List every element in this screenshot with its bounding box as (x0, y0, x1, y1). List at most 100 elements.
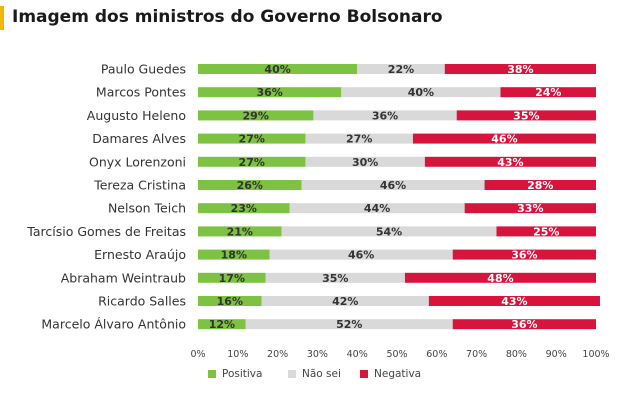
category-label: Marcelo Álvaro Antônio (41, 317, 186, 332)
category-label: Ricardo Salles (98, 294, 186, 309)
legend-swatch (208, 370, 216, 378)
bar-segment (198, 156, 306, 167)
data-label: 48% (487, 272, 513, 285)
bar-segment (198, 203, 290, 214)
x-tick-label: 40% (347, 349, 368, 360)
x-tick-label: 80% (506, 349, 527, 360)
data-label: 52% (336, 318, 362, 331)
legend-label: Não sei (302, 368, 341, 380)
data-label: 36% (256, 86, 282, 99)
data-label: 18% (221, 249, 247, 262)
data-label: 40% (264, 63, 290, 76)
bar-segment (404, 272, 596, 283)
bar-segment (456, 110, 596, 121)
bar-segment (305, 156, 425, 167)
bar-segment (198, 296, 262, 306)
bar-segment (500, 87, 596, 98)
legend-label: Positiva (222, 368, 262, 380)
bar-segment (281, 226, 497, 237)
data-label: 27% (239, 133, 265, 146)
category-label: Onyx Lorenzoni (89, 154, 186, 169)
category-label: Ernesto Araújo (94, 247, 186, 262)
legend-swatch (288, 370, 296, 378)
bar-segment (452, 249, 596, 260)
legend-label: Negativa (374, 368, 421, 380)
data-label: 27% (239, 156, 265, 169)
bar-segment (412, 133, 596, 144)
bar-segment (444, 64, 596, 74)
bar-segment (198, 133, 306, 144)
bar-segment (289, 203, 465, 214)
x-tick-label: 100% (582, 349, 609, 360)
x-tick-label: 50% (386, 349, 407, 360)
data-label: 17% (219, 272, 245, 285)
data-label: 33% (517, 202, 543, 215)
bar-segment (357, 64, 445, 74)
category-label: Nelson Teich (108, 201, 186, 216)
bar-segment (198, 272, 266, 283)
data-label: 54% (376, 225, 402, 238)
data-label: 36% (511, 318, 537, 331)
data-label: 43% (497, 156, 523, 169)
bar-segment (428, 296, 600, 306)
data-label: 21% (227, 225, 253, 238)
data-label: 22% (388, 63, 414, 76)
category-label: Augusto Heleno (87, 108, 186, 123)
data-label: 29% (243, 109, 269, 122)
x-tick-label: 90% (546, 349, 567, 360)
data-label: 35% (322, 272, 348, 285)
category-label: Tereza Cristina (93, 178, 186, 193)
data-label: 16% (217, 295, 243, 308)
data-label: 23% (231, 202, 257, 215)
x-tick-label: 30% (307, 349, 328, 360)
x-tick-label: 70% (466, 349, 487, 360)
bar-segment (198, 226, 282, 237)
x-tick-label: 10% (227, 349, 248, 360)
data-label: 44% (364, 202, 390, 215)
bar-segment (301, 180, 485, 190)
category-label: Damares Alves (92, 131, 186, 146)
data-label: 30% (352, 156, 378, 169)
data-label: 26% (237, 179, 263, 192)
bar-segment (452, 319, 596, 330)
category-label: Paulo Guedes (101, 62, 186, 77)
legend-swatch (360, 370, 368, 378)
bar-segment (198, 319, 246, 330)
bar-segment (198, 249, 270, 260)
x-tick-label: 20% (267, 349, 288, 360)
data-label: 43% (501, 295, 527, 308)
x-tick-label: 60% (426, 349, 447, 360)
data-label: 36% (372, 109, 398, 122)
category-label: Abraham Weintraub (61, 270, 186, 285)
data-label: 38% (507, 63, 533, 76)
x-tick-label: 0% (190, 349, 205, 360)
data-label: 28% (527, 179, 553, 192)
bar-segment (198, 64, 358, 74)
bar-segment (496, 226, 596, 237)
bar-segment (245, 319, 453, 330)
title-accent-bar (0, 6, 4, 30)
bar-segment (261, 296, 429, 306)
data-label: 12% (209, 318, 235, 331)
data-label: 40% (408, 86, 434, 99)
bar-segment (484, 180, 596, 190)
data-label: 24% (535, 86, 561, 99)
data-label: 35% (513, 109, 539, 122)
data-label: 42% (332, 295, 358, 308)
chart-title: Imagem dos ministros do Governo Bolsonar… (12, 7, 443, 27)
data-label: 25% (533, 225, 559, 238)
bar-segment (424, 156, 596, 167)
bar-segment (198, 180, 302, 190)
data-label: 46% (491, 133, 517, 146)
data-label: 46% (348, 249, 374, 262)
category-label: Marcos Pontes (96, 85, 186, 100)
bar-segment (198, 87, 342, 98)
bar-segment (341, 87, 501, 98)
bar-segment (464, 203, 596, 214)
category-label: Tarcísio Gomes de Freitas (26, 224, 186, 239)
data-label: 36% (511, 249, 537, 262)
data-label: 27% (346, 133, 372, 146)
bar-segment (313, 110, 457, 121)
bar-segment (265, 272, 405, 283)
